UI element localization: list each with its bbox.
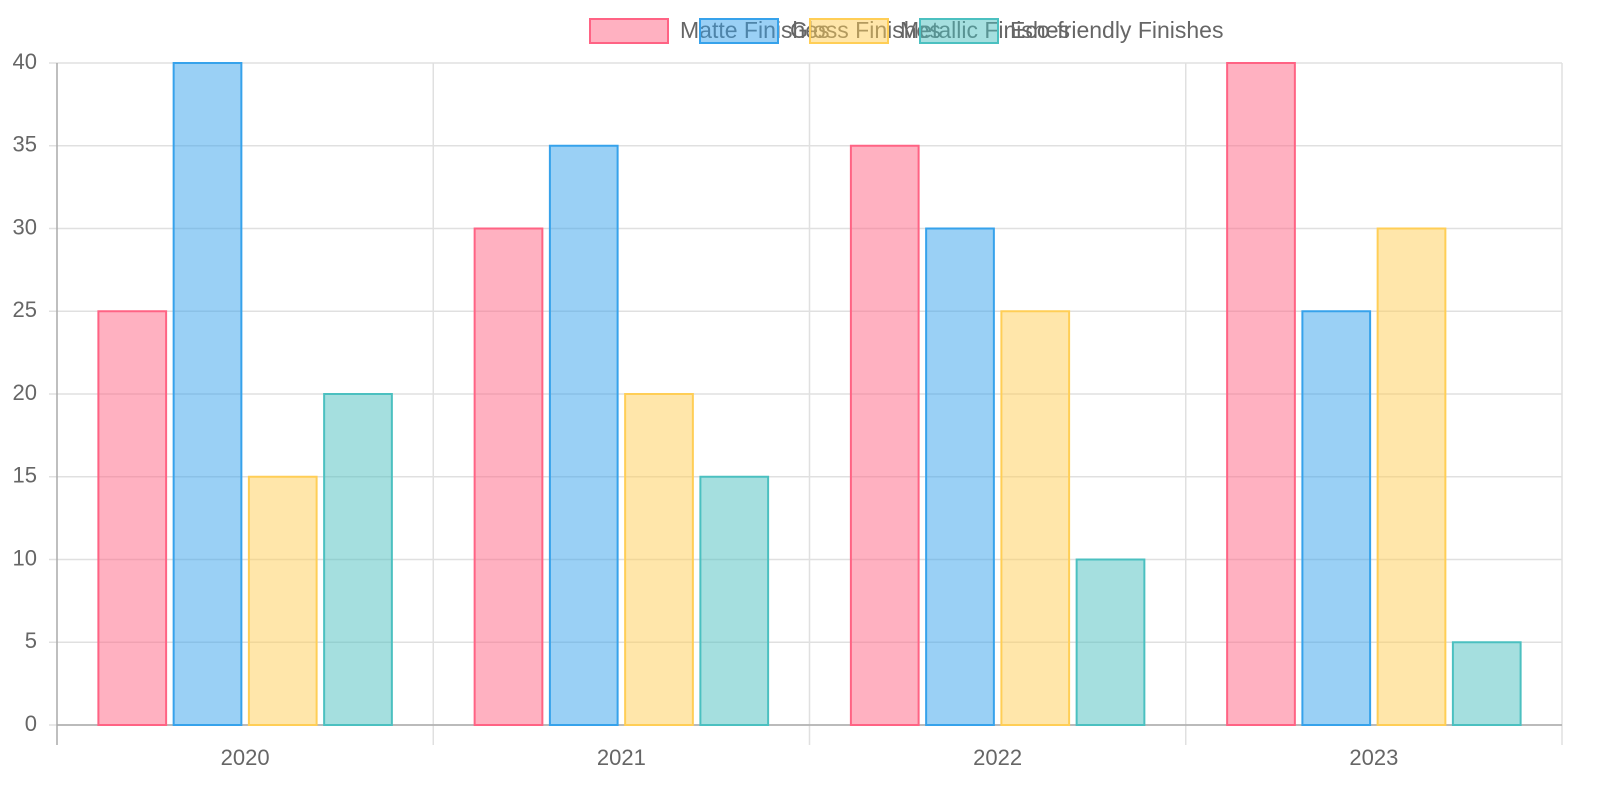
y-tick-label: 35 xyxy=(13,132,37,157)
x-tick-label: 2023 xyxy=(1349,745,1398,770)
y-tick-label: 25 xyxy=(13,297,37,322)
y-tick-label: 10 xyxy=(13,545,37,570)
bar xyxy=(1226,62,1296,726)
bar xyxy=(1451,641,1522,726)
legend-box xyxy=(699,18,779,44)
bar xyxy=(548,144,619,726)
bar xyxy=(1301,310,1372,726)
y-tick-label: 20 xyxy=(13,380,37,405)
legend-box xyxy=(809,18,889,44)
y-tick-label: 30 xyxy=(13,214,37,239)
legend-box xyxy=(919,18,999,44)
bar xyxy=(247,475,318,726)
x-tick-label: 2020 xyxy=(221,745,270,770)
legend-box xyxy=(589,18,669,44)
bar xyxy=(473,227,544,726)
y-tick-label: 15 xyxy=(13,463,37,488)
bar xyxy=(97,310,168,726)
bar xyxy=(1376,227,1447,726)
y-tick-label: 5 xyxy=(25,628,37,653)
bar xyxy=(699,475,770,726)
bar xyxy=(1000,310,1071,726)
y-tick-label: 40 xyxy=(13,49,37,74)
x-tick-label: 2022 xyxy=(973,745,1022,770)
bar xyxy=(849,144,920,726)
legend-label: Eco-friendly Finishes xyxy=(1010,17,1223,43)
bar xyxy=(172,62,243,726)
legend: Matte FinishesGloss FinishesMetallic Fin… xyxy=(589,17,1223,44)
x-tick-label: 2021 xyxy=(597,745,646,770)
y-tick-label: 0 xyxy=(25,711,37,736)
bar xyxy=(1075,558,1146,726)
bar xyxy=(624,393,694,726)
bar xyxy=(925,227,995,726)
bar xyxy=(323,393,393,726)
